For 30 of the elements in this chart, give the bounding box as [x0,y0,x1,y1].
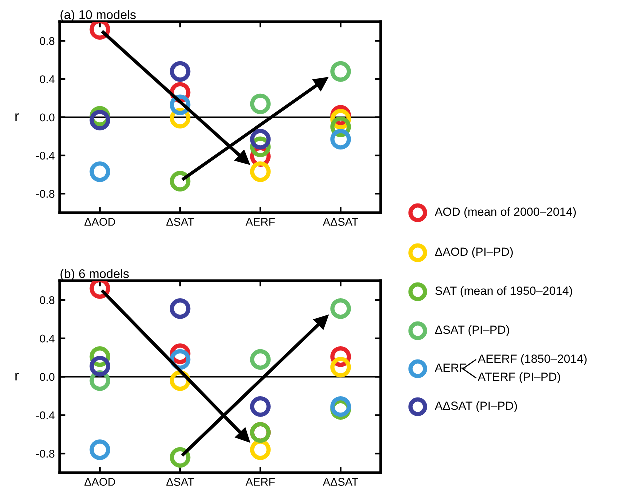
y-tick-label: 0.0 [40,373,55,382]
text: AEERF (1850–2014) [478,354,587,366]
legend-label: AERF [435,364,466,372]
y-axis-title: r [16,114,20,122]
y-tick-label: 0.4 [40,76,55,84]
legend-label: SAT (mean of 1950–2014) [436,286,572,298]
y-tick-label: -0.8 [36,450,55,458]
legend-label: AΔSAT (PI–PD) [435,401,518,412]
y-tick-label: 0.4 [40,334,55,343]
legend-label: ΔAOD (PI–PD) [435,247,513,258]
y-tick-label: 0.0 [40,114,55,122]
chart-title: (b) 6 models [60,269,130,281]
x-tick-label: ΔSAT [166,218,194,226]
x-tick-label: AERF [246,478,275,486]
text: ATERF (PI–PD) [478,372,560,384]
y-axis-title: r [16,373,20,381]
y-tick-label: 0.8 [40,37,55,46]
y-tick-label: -0.8 [36,190,55,198]
chart-title: (a) 10 models [60,10,136,22]
x-tick-label: AΔSAT [323,478,358,486]
y-tick-label: -0.4 [36,152,55,160]
y-tick-label: -0.4 [36,412,55,420]
x-tick-label: ΔAOD [84,218,116,226]
x-tick-label: AΔSAT [323,218,358,226]
x-tick-label: ΔSAT [166,478,194,486]
legend-label: ΔSAT (PI–PD) [435,325,510,336]
x-tick-label: AERF [246,218,275,226]
legend-label: AOD (mean of 2000–2014) [435,207,576,218]
x-tick-label: ΔAOD [84,478,116,486]
y-tick-label: 0.8 [40,296,55,304]
